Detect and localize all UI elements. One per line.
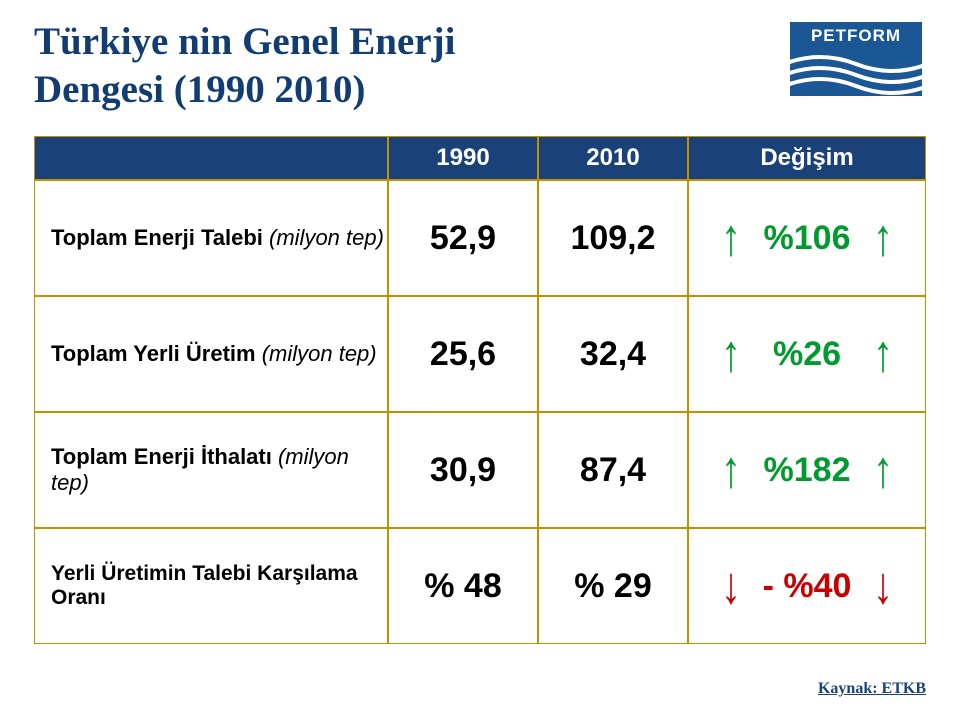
table-row: Toplam Enerji İthalatı (milyon tep)30,98…	[34, 412, 926, 528]
table-row: Toplam Yerli Üretim (milyon tep)25,632,4…	[34, 296, 926, 412]
row-label: Toplam Enerji Talebi (milyon tep)	[34, 180, 388, 296]
table-row: Yerli Üretimin Talebi Karşılama Oranı% 4…	[34, 528, 926, 644]
title-line-1: Türkiye nin Genel Enerji	[34, 18, 455, 66]
arrow-up-icon: ↑	[715, 212, 747, 264]
value-2010: % 29	[538, 528, 688, 644]
title-line-2: Dengesi (1990 2010)	[34, 66, 455, 114]
row-label: Toplam Yerli Üretim (milyon tep)	[34, 296, 388, 412]
arrow-up-icon: ↑	[867, 328, 899, 380]
header-cell: Değişim	[688, 136, 926, 180]
logo-wave-icon	[790, 50, 922, 96]
logo-text: PETFORM	[790, 22, 922, 50]
arrow-up-icon: ↑	[867, 444, 899, 496]
source-citation: Kaynak: ETKB	[818, 680, 926, 698]
value-1990: 30,9	[388, 412, 538, 528]
row-label: Yerli Üretimin Talebi Karşılama Oranı	[34, 528, 388, 644]
value-2010: 32,4	[538, 296, 688, 412]
arrow-down-icon: ↓	[715, 560, 747, 612]
value-2010: 87,4	[538, 412, 688, 528]
energy-balance-table: 19902010DeğişimToplam Enerji Talebi (mil…	[34, 136, 926, 644]
header-cell	[34, 136, 388, 180]
change-value: - %40	[747, 567, 867, 606]
change-cell: ↑%26↑	[688, 296, 926, 412]
arrow-up-icon: ↑	[867, 212, 899, 264]
row-label: Toplam Enerji İthalatı (milyon tep)	[34, 412, 388, 528]
change-cell: ↑%106↑	[688, 180, 926, 296]
value-1990: 25,6	[388, 296, 538, 412]
header-cell: 1990	[388, 136, 538, 180]
value-1990: 52,9	[388, 180, 538, 296]
arrow-down-icon: ↓	[867, 560, 899, 612]
arrow-up-icon: ↑	[715, 328, 747, 380]
change-cell: ↑%182↑	[688, 412, 926, 528]
change-value: %106	[747, 219, 867, 258]
value-1990: % 48	[388, 528, 538, 644]
arrow-up-icon: ↑	[715, 444, 747, 496]
change-cell: ↓- %40↓	[688, 528, 926, 644]
page-title: Türkiye nin Genel Enerji Dengesi (1990 2…	[34, 18, 455, 113]
value-2010: 109,2	[538, 180, 688, 296]
header-cell: 2010	[538, 136, 688, 180]
change-value: %182	[747, 451, 867, 490]
table-row: Toplam Enerji Talebi (milyon tep)52,9109…	[34, 180, 926, 296]
change-value: %26	[747, 335, 867, 374]
petform-logo: PETFORM	[790, 22, 922, 96]
